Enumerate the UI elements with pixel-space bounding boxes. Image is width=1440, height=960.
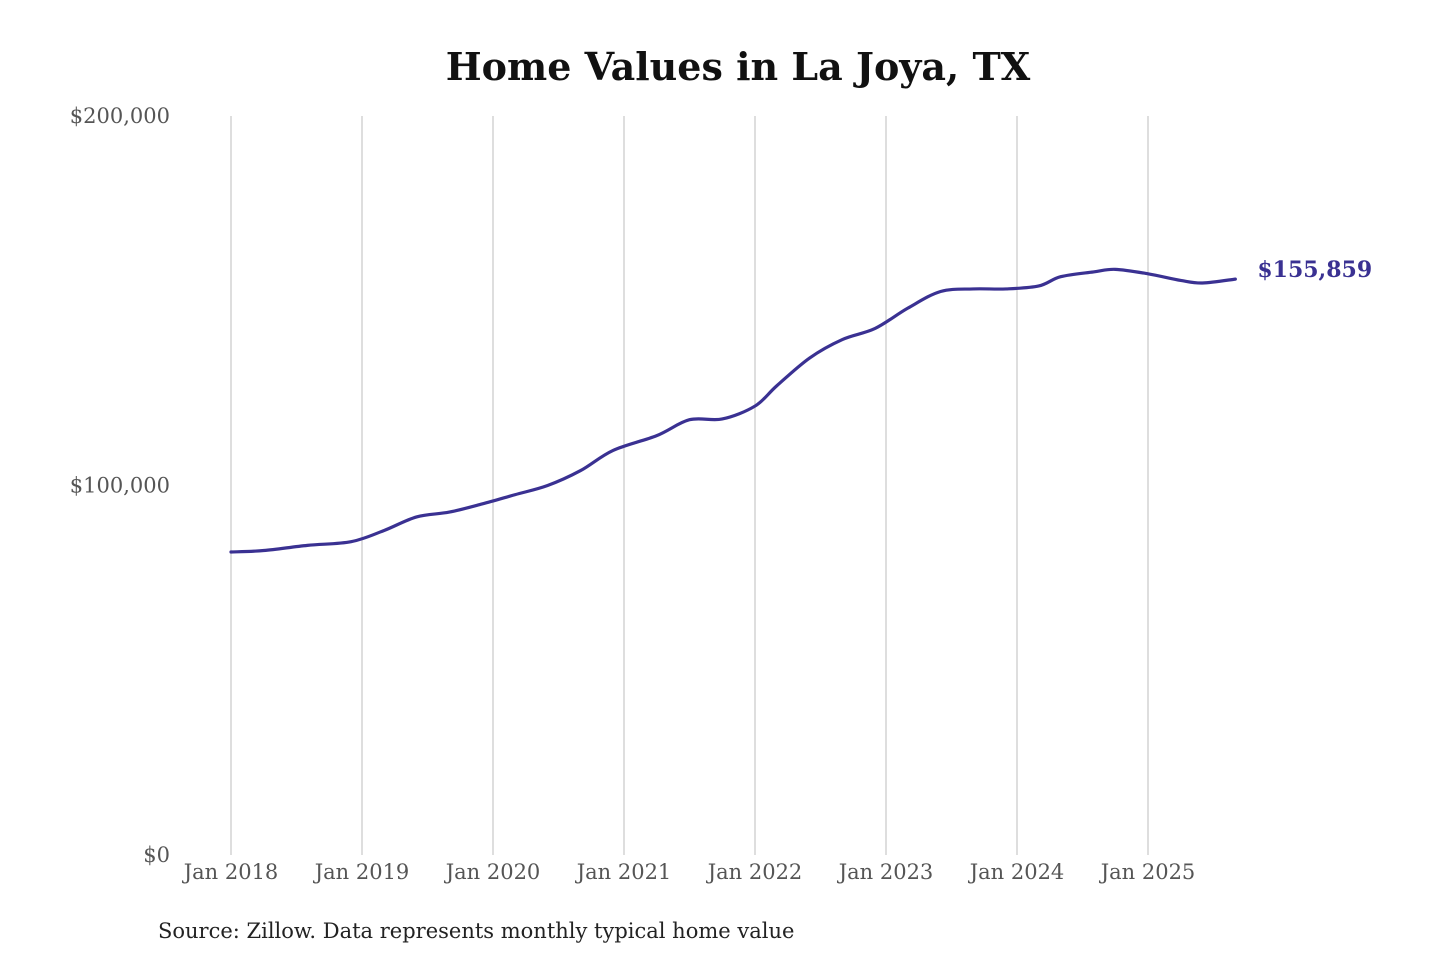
x-tick-label: Jan 2020 [444, 860, 541, 884]
x-tick-label: Jan 2023 [837, 860, 934, 884]
series-layer [229, 267, 1237, 554]
x-tick-label: Jan 2024 [968, 860, 1065, 884]
source-note: Source: Zillow. Data represents monthly … [158, 919, 794, 943]
chart-title: Home Values in La Joya, TX [446, 44, 1031, 89]
end-value-label: $155,859 [1257, 257, 1372, 283]
y-tick-label: $0 [143, 843, 170, 867]
y-tick-label: $100,000 [70, 474, 170, 498]
x-tick-label: Jan 2025 [1099, 860, 1196, 884]
x-tick-label: Jan 2018 [182, 860, 279, 884]
x-tick-label: Jan 2021 [575, 860, 672, 884]
x-tick-label: Jan 2022 [706, 860, 803, 884]
home-value-line [229, 267, 1237, 554]
x-axis-ticks: Jan 2018 Jan 2019 Jan 2020 Jan 2021 Jan 2022… [182, 860, 1196, 884]
gridlines [230, 116, 1149, 855]
y-axis-ticks: $0 $100,000 $200,000 [70, 104, 170, 867]
y-tick-label: $200,000 [70, 104, 170, 128]
x-tick-label: Jan 2019 [313, 860, 410, 884]
